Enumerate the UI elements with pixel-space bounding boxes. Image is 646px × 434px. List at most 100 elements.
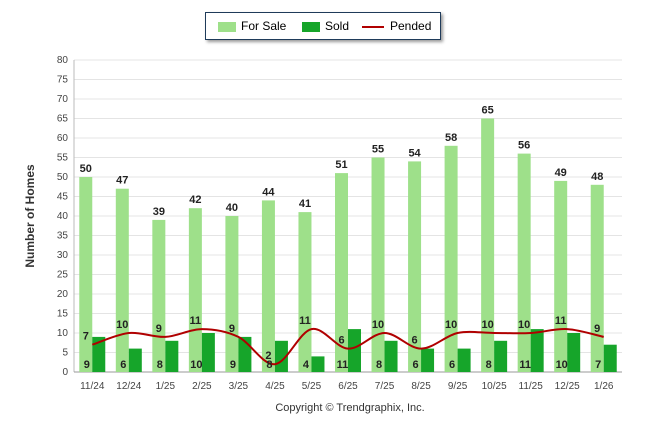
data-label-pended: 10 <box>482 319 494 331</box>
x-tick-label: 8/25 <box>411 381 431 392</box>
bar-sold <box>384 340 398 372</box>
y-tick-label: 35 <box>57 231 69 242</box>
bar-for-sale <box>298 212 312 372</box>
x-tick-label: 9/25 <box>448 381 468 392</box>
y-tick-label: 75 <box>57 75 69 86</box>
data-label-pended: 11 <box>555 315 567 327</box>
y-tick-label: 10 <box>57 328 69 339</box>
x-tick-label: 1/26 <box>594 381 614 392</box>
x-tick-label: 4/25 <box>265 381 285 392</box>
x-tick-label: 3/25 <box>229 381 249 392</box>
data-label-sold: 8 <box>266 359 272 371</box>
x-tick-label: 11/24 <box>80 381 105 392</box>
y-tick-label: 40 <box>57 211 69 222</box>
data-label-for-sale: 55 <box>372 144 384 156</box>
x-tick-label: 12/24 <box>116 381 141 392</box>
bar-sold <box>165 340 179 372</box>
bar-sold <box>603 344 617 372</box>
y-tick-label: 70 <box>57 94 69 105</box>
legend-swatch-sold <box>302 22 320 32</box>
data-label-pended: 11 <box>299 315 311 327</box>
data-label-pended: 10 <box>372 319 384 331</box>
y-tick-label: 25 <box>57 270 69 281</box>
bar-for-sale <box>517 153 531 372</box>
data-label-sold: 9 <box>84 359 90 371</box>
data-label-sold: 10 <box>190 359 202 371</box>
x-tick-label: 6/25 <box>338 381 358 392</box>
data-label-sold: 7 <box>595 359 601 371</box>
data-label-pended: 7 <box>83 331 89 343</box>
bar-sold <box>494 340 508 372</box>
data-label-for-sale: 41 <box>299 198 311 210</box>
y-tick-label: 60 <box>57 133 69 144</box>
x-tick-label: 7/25 <box>375 381 395 392</box>
data-label-sold: 11 <box>337 359 349 371</box>
data-label-for-sale: 48 <box>591 171 603 183</box>
bar-sold <box>567 333 581 372</box>
data-label-for-sale: 50 <box>80 163 92 175</box>
y-tick-label: 15 <box>57 309 69 320</box>
legend-label-sold: Sold <box>325 19 350 33</box>
legend-label-pended: Pended <box>390 19 432 33</box>
y-tick-label: 50 <box>57 172 69 183</box>
x-tick-label: 5/25 <box>302 381 322 392</box>
data-label-for-sale: 49 <box>555 167 567 179</box>
x-tick-label: 2/25 <box>192 381 212 392</box>
data-label-for-sale: 54 <box>408 147 421 159</box>
bar-for-sale <box>79 177 93 372</box>
bar-for-sale <box>371 157 385 372</box>
x-tick-label: 1/25 <box>156 381 176 392</box>
y-tick-label: 5 <box>62 348 68 359</box>
bar-sold <box>421 348 435 372</box>
data-label-pended: 11 <box>190 315 202 327</box>
data-label-sold: 8 <box>376 359 382 371</box>
y-tick-label: 0 <box>62 367 68 378</box>
data-label-sold: 6 <box>449 359 455 371</box>
bar-sold <box>457 348 471 372</box>
data-label-sold: 6 <box>120 359 126 371</box>
y-tick-label: 45 <box>57 192 69 203</box>
bar-sold <box>201 333 215 372</box>
data-label-for-sale: 51 <box>335 159 347 171</box>
data-label-sold: 10 <box>556 359 568 371</box>
copyright-text: Copyright © Trendgraphix, Inc. <box>275 402 425 414</box>
data-label-sold: 6 <box>413 359 419 371</box>
bar-for-sale <box>444 145 458 372</box>
data-label-sold: 9 <box>230 359 236 371</box>
y-tick-label: 65 <box>57 114 69 125</box>
data-label-for-sale: 58 <box>445 132 457 144</box>
data-label-pended: 6 <box>412 335 418 347</box>
bar-sold <box>128 348 142 372</box>
data-label-pended: 9 <box>229 323 235 335</box>
bar-for-sale <box>188 208 202 372</box>
data-label-for-sale: 40 <box>226 202 238 214</box>
bar-sold <box>311 356 325 372</box>
bar-for-sale <box>152 219 166 372</box>
bar-for-sale <box>335 173 348 372</box>
bar-sold <box>92 336 106 372</box>
data-label-for-sale: 44 <box>262 186 275 198</box>
y-tick-label: 30 <box>57 250 69 261</box>
bar-for-sale <box>261 200 275 372</box>
y-tick-label: 55 <box>57 153 69 164</box>
x-tick-label: 11/25 <box>519 381 544 392</box>
legend: For Sale Sold Pended <box>205 12 441 40</box>
data-label-sold: 8 <box>486 359 492 371</box>
bar-for-sale <box>590 184 604 372</box>
data-label-for-sale: 39 <box>153 206 165 218</box>
data-label-pended: 10 <box>445 319 457 331</box>
data-label-for-sale: 56 <box>518 140 530 152</box>
bar-for-sale <box>481 118 495 372</box>
data-label-pended: 9 <box>156 323 162 335</box>
x-tick-label: 10/25 <box>482 381 507 392</box>
data-label-pended: 9 <box>594 323 600 335</box>
bar-for-sale <box>115 188 129 372</box>
legend-swatch-for-sale <box>218 22 236 32</box>
bar-for-sale <box>408 161 422 372</box>
y-tick-label: 20 <box>57 289 69 300</box>
data-label-sold: 8 <box>157 359 163 371</box>
legend-label-for-sale: For Sale <box>241 19 287 33</box>
data-label-sold: 11 <box>519 359 531 371</box>
data-label-for-sale: 47 <box>116 175 128 187</box>
